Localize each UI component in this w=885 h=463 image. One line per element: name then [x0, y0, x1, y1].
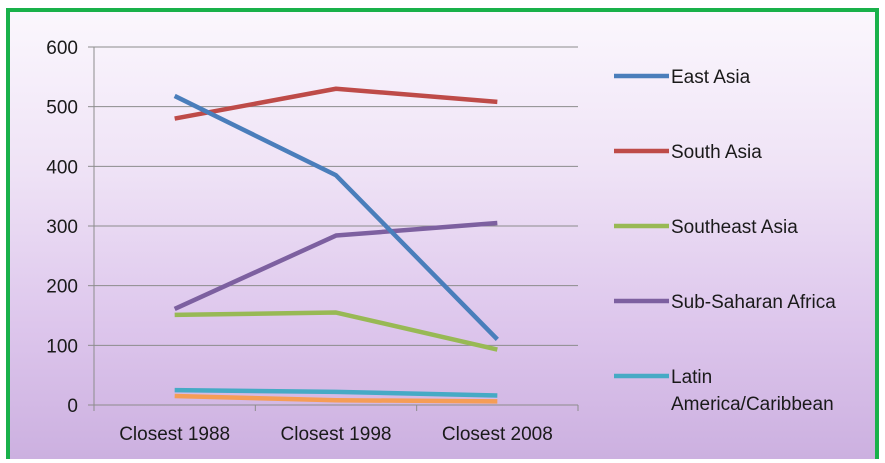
x-axis-tick-labels: Closest 1988 Closest 1998 Closest 2008 — [119, 424, 553, 445]
legend-label: Latin — [671, 367, 712, 388]
x-tick-label: Closest 1998 — [281, 424, 392, 445]
y-axis-tick-labels: 0 100 200 300 400 500 600 — [46, 38, 78, 417]
y-tick-label: 100 — [46, 336, 78, 357]
series-lines — [173, 86, 499, 404]
grid-lines — [94, 46, 578, 346]
legend-label: Sub-Saharan Africa — [671, 292, 836, 313]
y-tick-label: 0 — [67, 396, 78, 417]
y-tick-label: 400 — [46, 157, 78, 178]
series-line — [173, 93, 499, 341]
legend: East Asia South Asia Southeast Asia Sub-Sah… — [614, 67, 836, 415]
y-tick-label: 200 — [46, 277, 78, 298]
series-line — [174, 387, 498, 398]
axes — [88, 46, 579, 411]
y-tick-label: 600 — [46, 38, 78, 59]
legend-label: South Asia — [671, 142, 762, 163]
legend-label: America/Caribbean — [671, 394, 834, 415]
y-tick-label: 500 — [46, 98, 78, 119]
series-line — [173, 220, 498, 311]
y-tick-label: 300 — [46, 217, 78, 238]
chart-frame: 0 100 200 300 400 500 600 Closest 1988 Closest … — [6, 8, 879, 459]
series-line — [174, 86, 498, 121]
legend-label: East Asia — [671, 67, 751, 88]
x-tick-label: Closest 1988 — [119, 424, 230, 445]
series-line — [174, 310, 498, 352]
series-line — [174, 393, 498, 404]
x-tick-label: Closest 2008 — [442, 424, 553, 445]
legend-label: Southeast Asia — [671, 217, 798, 238]
